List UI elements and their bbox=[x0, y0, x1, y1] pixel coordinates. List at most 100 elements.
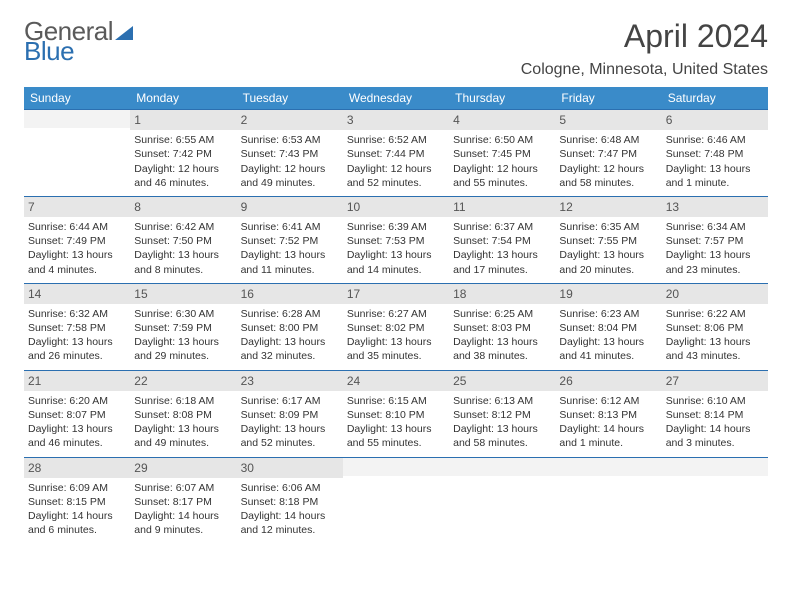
day-number: 15 bbox=[130, 284, 236, 304]
sunrise-line: Sunrise: 6:23 AM bbox=[559, 307, 657, 321]
calendar-body: 1Sunrise: 6:55 AMSunset: 7:42 PMDaylight… bbox=[24, 110, 768, 544]
day-details: Sunrise: 6:12 AMSunset: 8:13 PMDaylight:… bbox=[559, 394, 657, 451]
day-number: 19 bbox=[555, 284, 661, 304]
day-number: 5 bbox=[555, 110, 661, 130]
day-cell: 3Sunrise: 6:52 AMSunset: 7:44 PMDaylight… bbox=[343, 110, 449, 197]
day-blank bbox=[24, 110, 130, 128]
day-number: 13 bbox=[662, 197, 768, 217]
month-title: April 2024 bbox=[521, 18, 768, 55]
week-row: 21Sunrise: 6:20 AMSunset: 8:07 PMDayligh… bbox=[24, 370, 768, 457]
week-row: 1Sunrise: 6:55 AMSunset: 7:42 PMDaylight… bbox=[24, 110, 768, 197]
day-number: 18 bbox=[449, 284, 555, 304]
sunset-line: Sunset: 7:52 PM bbox=[241, 234, 339, 248]
sunset-line: Sunset: 7:48 PM bbox=[666, 147, 764, 161]
day-cell: 30Sunrise: 6:06 AMSunset: 8:18 PMDayligh… bbox=[237, 457, 343, 543]
dow-friday: Friday bbox=[555, 87, 661, 110]
sunset-line: Sunset: 8:13 PM bbox=[559, 408, 657, 422]
day-number: 8 bbox=[130, 197, 236, 217]
daylight-line: Daylight: 12 hours and 58 minutes. bbox=[559, 162, 657, 190]
day-details: Sunrise: 6:20 AMSunset: 8:07 PMDaylight:… bbox=[28, 394, 126, 451]
day-details: Sunrise: 6:18 AMSunset: 8:08 PMDaylight:… bbox=[134, 394, 232, 451]
sunset-line: Sunset: 8:00 PM bbox=[241, 321, 339, 335]
day-details: Sunrise: 6:41 AMSunset: 7:52 PMDaylight:… bbox=[241, 220, 339, 277]
daylight-line: Daylight: 13 hours and 49 minutes. bbox=[134, 422, 232, 450]
sunset-line: Sunset: 8:12 PM bbox=[453, 408, 551, 422]
sunrise-line: Sunrise: 6:44 AM bbox=[28, 220, 126, 234]
day-details: Sunrise: 6:23 AMSunset: 8:04 PMDaylight:… bbox=[559, 307, 657, 364]
week-row: 14Sunrise: 6:32 AMSunset: 7:58 PMDayligh… bbox=[24, 283, 768, 370]
day-number: 12 bbox=[555, 197, 661, 217]
day-cell: 28Sunrise: 6:09 AMSunset: 8:15 PMDayligh… bbox=[24, 457, 130, 543]
sunrise-line: Sunrise: 6:55 AM bbox=[134, 133, 232, 147]
sunrise-line: Sunrise: 6:50 AM bbox=[453, 133, 551, 147]
sunset-line: Sunset: 7:45 PM bbox=[453, 147, 551, 161]
sunrise-line: Sunrise: 6:10 AM bbox=[666, 394, 764, 408]
sunset-line: Sunset: 8:03 PM bbox=[453, 321, 551, 335]
day-cell: 8 Sunrise: 6:42 AMSunset: 7:50 PMDaylight… bbox=[130, 196, 236, 283]
page: General Blue April 2024 Cologne, Minneso… bbox=[0, 0, 792, 561]
daylight-line: Daylight: 13 hours and 58 minutes. bbox=[453, 422, 551, 450]
sunrise-line: Sunrise: 6:53 AM bbox=[241, 133, 339, 147]
day-cell: 27Sunrise: 6:10 AMSunset: 8:14 PMDayligh… bbox=[662, 370, 768, 457]
sunrise-line: Sunrise: 6:41 AM bbox=[241, 220, 339, 234]
sunset-line: Sunset: 7:49 PM bbox=[28, 234, 126, 248]
daylight-line: Daylight: 13 hours and 23 minutes. bbox=[666, 248, 764, 276]
daylight-line: Daylight: 14 hours and 12 minutes. bbox=[241, 509, 339, 537]
sunrise-line: Sunrise: 6:13 AM bbox=[453, 394, 551, 408]
sunrise-line: Sunrise: 6:09 AM bbox=[28, 481, 126, 495]
day-number: 2 bbox=[237, 110, 343, 130]
day-cell: 24Sunrise: 6:15 AMSunset: 8:10 PMDayligh… bbox=[343, 370, 449, 457]
daylight-line: Daylight: 12 hours and 52 minutes. bbox=[347, 162, 445, 190]
sunset-line: Sunset: 8:02 PM bbox=[347, 321, 445, 335]
day-number: 28 bbox=[24, 458, 130, 478]
dow-thursday: Thursday bbox=[449, 87, 555, 110]
daylight-line: Daylight: 13 hours and 55 minutes. bbox=[347, 422, 445, 450]
day-details: Sunrise: 6:32 AMSunset: 7:58 PMDaylight:… bbox=[28, 307, 126, 364]
day-cell: 18Sunrise: 6:25 AMSunset: 8:03 PMDayligh… bbox=[449, 283, 555, 370]
day-number: 7 bbox=[24, 197, 130, 217]
day-cell bbox=[24, 110, 130, 197]
day-details: Sunrise: 6:34 AMSunset: 7:57 PMDaylight:… bbox=[666, 220, 764, 277]
sunset-line: Sunset: 7:44 PM bbox=[347, 147, 445, 161]
dow-tuesday: Tuesday bbox=[237, 87, 343, 110]
day-number: 30 bbox=[237, 458, 343, 478]
daylight-line: Daylight: 12 hours and 46 minutes. bbox=[134, 162, 232, 190]
daylight-line: Daylight: 13 hours and 35 minutes. bbox=[347, 335, 445, 363]
daylight-line: Daylight: 13 hours and 8 minutes. bbox=[134, 248, 232, 276]
sunrise-line: Sunrise: 6:20 AM bbox=[28, 394, 126, 408]
day-cell bbox=[449, 457, 555, 543]
day-details: Sunrise: 6:10 AMSunset: 8:14 PMDaylight:… bbox=[666, 394, 764, 451]
triangle-icon bbox=[115, 26, 133, 40]
day-cell: 7 Sunrise: 6:44 AMSunset: 7:49 PMDaylight… bbox=[24, 196, 130, 283]
day-number: 16 bbox=[237, 284, 343, 304]
day-number: 11 bbox=[449, 197, 555, 217]
sunset-line: Sunset: 7:42 PM bbox=[134, 147, 232, 161]
daylight-line: Daylight: 13 hours and 32 minutes. bbox=[241, 335, 339, 363]
day-cell bbox=[343, 457, 449, 543]
sunset-line: Sunset: 8:15 PM bbox=[28, 495, 126, 509]
sunset-line: Sunset: 8:10 PM bbox=[347, 408, 445, 422]
sunrise-line: Sunrise: 6:37 AM bbox=[453, 220, 551, 234]
daylight-line: Daylight: 13 hours and 26 minutes. bbox=[28, 335, 126, 363]
day-details: Sunrise: 6:52 AMSunset: 7:44 PMDaylight:… bbox=[347, 133, 445, 190]
sunset-line: Sunset: 8:18 PM bbox=[241, 495, 339, 509]
day-cell: 29Sunrise: 6:07 AMSunset: 8:17 PMDayligh… bbox=[130, 457, 236, 543]
daylight-line: Daylight: 13 hours and 52 minutes. bbox=[241, 422, 339, 450]
day-details: Sunrise: 6:42 AMSunset: 7:50 PMDaylight:… bbox=[134, 220, 232, 277]
day-cell: 2Sunrise: 6:53 AMSunset: 7:43 PMDaylight… bbox=[237, 110, 343, 197]
dow-row: Sunday Monday Tuesday Wednesday Thursday… bbox=[24, 87, 768, 110]
sunset-line: Sunset: 7:57 PM bbox=[666, 234, 764, 248]
day-number: 24 bbox=[343, 371, 449, 391]
day-cell: 21Sunrise: 6:20 AMSunset: 8:07 PMDayligh… bbox=[24, 370, 130, 457]
day-number: 17 bbox=[343, 284, 449, 304]
day-cell: 26 Sunrise: 6:12 AMSunset: 8:13 PMDayligh… bbox=[555, 370, 661, 457]
day-details: Sunrise: 6:44 AMSunset: 7:49 PMDaylight:… bbox=[28, 220, 126, 277]
sunrise-line: Sunrise: 6:34 AM bbox=[666, 220, 764, 234]
sunrise-line: Sunrise: 6:48 AM bbox=[559, 133, 657, 147]
sunrise-line: Sunrise: 6:52 AM bbox=[347, 133, 445, 147]
day-details: Sunrise: 6:35 AMSunset: 7:55 PMDaylight:… bbox=[559, 220, 657, 277]
day-details: Sunrise: 6:46 AMSunset: 7:48 PMDaylight:… bbox=[666, 133, 764, 190]
day-number: 26 bbox=[555, 371, 661, 391]
daylight-line: Daylight: 12 hours and 55 minutes. bbox=[453, 162, 551, 190]
day-cell: 1Sunrise: 6:55 AMSunset: 7:42 PMDaylight… bbox=[130, 110, 236, 197]
